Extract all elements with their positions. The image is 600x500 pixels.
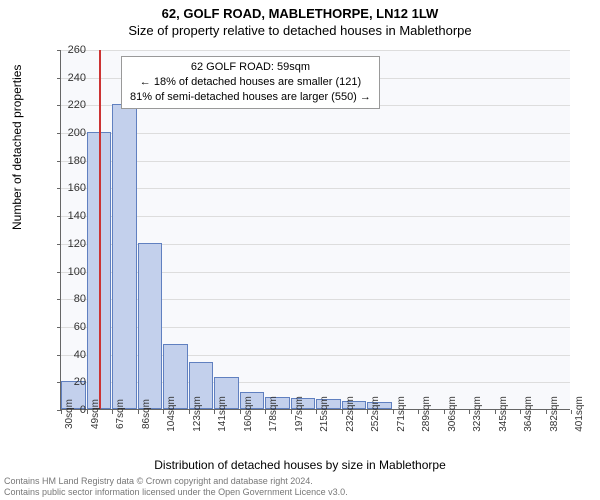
histogram-bar <box>112 104 137 409</box>
x-tick-mark <box>214 410 215 414</box>
y-tick-label: 120 <box>56 238 86 250</box>
footer-attribution: Contains HM Land Registry data © Crown c… <box>4 476 348 498</box>
gridline <box>61 161 570 162</box>
x-tick-label: 160sqm <box>243 396 254 432</box>
x-tick-label: 323sqm <box>472 396 483 432</box>
annotation-line3: 81% of semi-detached houses are larger (… <box>130 90 371 105</box>
y-tick-label: 140 <box>56 210 86 222</box>
annotation-box: 62 GOLF ROAD: 59sqm ← 18% of detached ho… <box>121 56 380 109</box>
y-tick-label: 40 <box>56 349 86 361</box>
x-tick-mark <box>316 410 317 414</box>
x-tick-mark <box>495 410 496 414</box>
x-tick-mark <box>291 410 292 414</box>
x-tick-label: 252sqm <box>370 396 381 432</box>
x-tick-mark <box>87 410 88 414</box>
histogram-chart: 62 GOLF ROAD: 59sqm ← 18% of detached ho… <box>60 50 570 410</box>
x-tick-label: 49sqm <box>90 399 101 429</box>
x-tick-mark <box>163 410 164 414</box>
x-tick-mark <box>469 410 470 414</box>
y-tick-label: 80 <box>56 293 86 305</box>
y-tick-label: 0 <box>56 404 86 416</box>
x-tick-label: 382sqm <box>549 396 560 432</box>
y-tick-label: 20 <box>56 376 86 388</box>
y-tick-label: 240 <box>56 72 86 84</box>
x-tick-mark <box>112 410 113 414</box>
x-tick-label: 306sqm <box>447 396 458 432</box>
y-tick-label: 100 <box>56 266 86 278</box>
footer-line2: Contains public sector information licen… <box>4 487 348 498</box>
x-tick-mark <box>265 410 266 414</box>
x-tick-mark <box>240 410 241 414</box>
property-marker-line <box>99 50 101 409</box>
x-tick-label: 197sqm <box>294 396 305 432</box>
gridline <box>61 133 570 134</box>
histogram-bar <box>138 243 163 409</box>
annotation-line2: ← 18% of detached houses are smaller (12… <box>130 75 371 90</box>
x-tick-label: 141sqm <box>217 396 228 432</box>
y-tick-label: 160 <box>56 182 86 194</box>
y-tick-label: 220 <box>56 99 86 111</box>
x-tick-label: 345sqm <box>498 396 509 432</box>
x-tick-label: 215sqm <box>319 396 330 432</box>
x-tick-label: 289sqm <box>421 396 432 432</box>
x-tick-mark <box>393 410 394 414</box>
x-tick-label: 271sqm <box>396 396 407 432</box>
x-tick-label: 86sqm <box>141 399 152 429</box>
x-tick-mark <box>444 410 445 414</box>
x-tick-mark <box>571 410 572 414</box>
x-tick-label: 123sqm <box>192 396 203 432</box>
x-tick-mark <box>189 410 190 414</box>
y-axis-title: Number of detached properties <box>10 65 24 230</box>
gridline <box>61 50 570 51</box>
page-title-description: Size of property relative to detached ho… <box>0 21 600 38</box>
y-tick-label: 260 <box>56 44 86 56</box>
x-tick-label: 364sqm <box>523 396 534 432</box>
footer-line1: Contains HM Land Registry data © Crown c… <box>4 476 348 487</box>
x-tick-mark <box>520 410 521 414</box>
x-tick-label: 178sqm <box>268 396 279 432</box>
x-tick-mark <box>138 410 139 414</box>
x-tick-label: 67sqm <box>115 399 126 429</box>
y-tick-label: 200 <box>56 127 86 139</box>
y-tick-label: 60 <box>56 321 86 333</box>
x-axis-title: Distribution of detached houses by size … <box>0 458 600 472</box>
page-title-address: 62, GOLF ROAD, MABLETHORPE, LN12 1LW <box>0 0 600 21</box>
gridline <box>61 188 570 189</box>
gridline <box>61 216 570 217</box>
x-tick-mark <box>418 410 419 414</box>
x-tick-label: 232sqm <box>345 396 356 432</box>
annotation-line1: 62 GOLF ROAD: 59sqm <box>130 60 371 75</box>
x-tick-mark <box>342 410 343 414</box>
x-tick-label: 401sqm <box>574 396 585 432</box>
x-tick-mark <box>367 410 368 414</box>
y-tick-label: 180 <box>56 155 86 167</box>
x-tick-mark <box>546 410 547 414</box>
x-tick-label: 104sqm <box>166 396 177 432</box>
